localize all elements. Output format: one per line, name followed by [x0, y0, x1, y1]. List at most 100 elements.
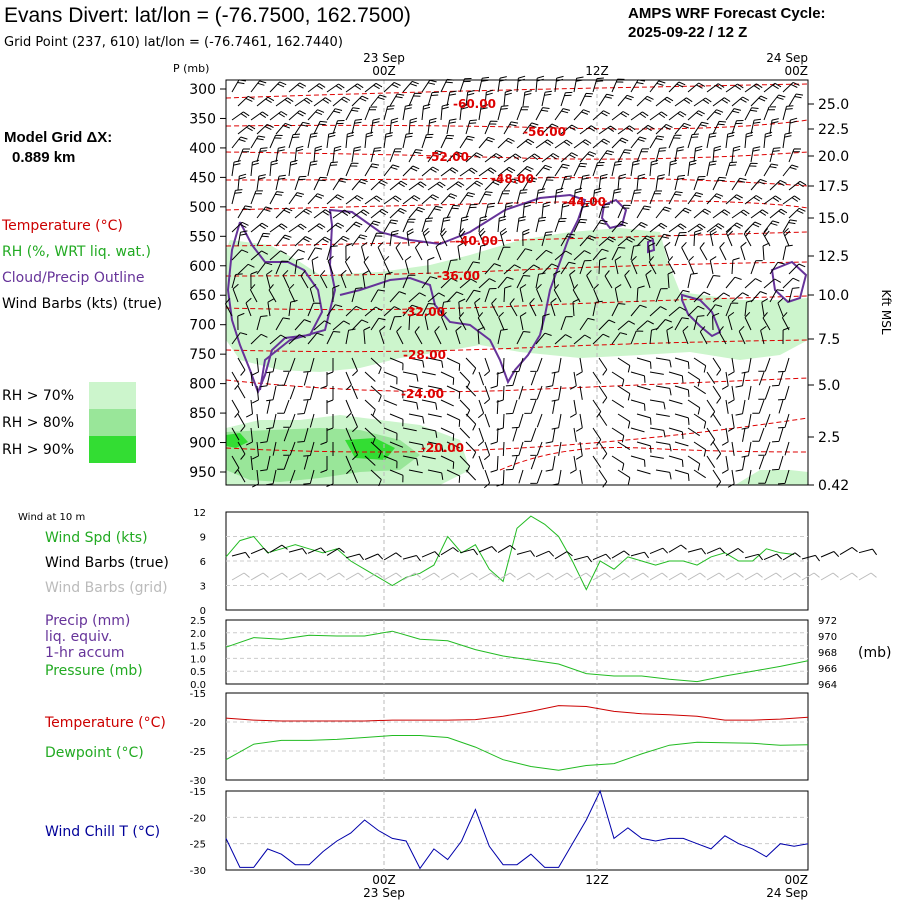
wind-barb: [344, 256, 353, 275]
wind-barb: [572, 298, 580, 317]
wind-barb: [303, 357, 315, 373]
wind-barb: [496, 385, 505, 403]
wind-barb: [408, 206, 425, 219]
wind-barb: [465, 289, 481, 303]
wind-barb: [763, 278, 782, 289]
wind-barb: [743, 228, 752, 247]
wind-barb: [408, 413, 425, 424]
wind-barb: [237, 357, 246, 376]
wind-barb: [237, 441, 246, 460]
wind-barb: [516, 248, 533, 261]
wind-barb: [465, 261, 480, 275]
wind-barb: [250, 455, 253, 470]
wind-barb: [490, 427, 499, 445]
wind-barb: [345, 162, 359, 177]
wind-barb: [427, 117, 437, 135]
wind-barb: [478, 243, 488, 261]
wind-barb: [560, 175, 572, 191]
wind-barb: [408, 117, 418, 135]
wind-barb: [560, 233, 575, 247]
wind-barb: [655, 147, 667, 163]
wind-barb: [237, 124, 256, 135]
wind-barb: [364, 553, 384, 560]
wind-barb: [624, 269, 632, 289]
wind-barb: [518, 385, 524, 400]
wind-barb: [351, 385, 358, 400]
isotherm-60: [225, 83, 809, 99]
wind-barb: [573, 76, 584, 93]
wind-barb: [351, 413, 358, 433]
wind-barb: [769, 208, 788, 219]
wind-barb: [725, 302, 739, 317]
wind-barb: [554, 108, 571, 121]
wind-barb: [370, 118, 380, 135]
wind-barb: [250, 222, 269, 233]
wind-barb: [573, 250, 591, 261]
wind-barb: [484, 89, 494, 107]
wind-barb: [497, 328, 508, 345]
wind-barb: [326, 194, 344, 205]
wind-barb: [668, 81, 686, 93]
height-tick-label: 20.0: [818, 149, 849, 165]
wind-barb: [351, 469, 358, 484]
wind-barb: [560, 152, 578, 163]
wind-barb: [744, 83, 763, 93]
wind-barb: [636, 357, 652, 369]
wind-barb: [649, 111, 668, 121]
wind-barb: [503, 285, 512, 303]
wind-barb: [294, 208, 313, 219]
wind-barb: [231, 189, 243, 205]
wind-barb: [706, 304, 723, 317]
wind-barb: [275, 97, 294, 107]
wind-barb: [725, 131, 735, 149]
wind-barb: [303, 455, 309, 470]
wind-barb: [630, 111, 649, 121]
wind-barb: [421, 371, 436, 376]
wind-barb: [630, 136, 647, 149]
wind-barb: [277, 371, 290, 386]
isotherm-label-20: -20.00: [421, 441, 464, 455]
bottom-date-left: 23 Sep: [363, 886, 405, 900]
panel-frame: [225, 619, 809, 685]
wind-barb: [560, 261, 576, 275]
wind-barb: [427, 91, 440, 107]
wind-barb: [636, 285, 645, 303]
pressure-tick-label: 500: [189, 200, 216, 216]
wind-barb: [250, 271, 258, 289]
wind-barb: [758, 469, 771, 484]
wind-barb: [777, 469, 790, 485]
wind-barb: [288, 223, 307, 233]
wind-barb: [693, 385, 706, 395]
wind-barb: [788, 93, 804, 107]
wind-barb: [738, 325, 746, 345]
wind-barb: [516, 138, 535, 149]
wind-barb: [712, 441, 722, 460]
wind-barb: [725, 572, 744, 581]
wind-barb: [351, 178, 368, 191]
wind-barb: [313, 236, 332, 247]
y-tick-label: -25: [190, 747, 206, 758]
wind-barb: [535, 550, 555, 558]
y-tick-label: 0: [200, 606, 206, 617]
wind-barb: [545, 371, 556, 388]
wind-barb: [598, 236, 616, 247]
wind-barb: [598, 257, 607, 275]
wind-barb: [275, 317, 290, 331]
wind-barb: [351, 209, 370, 219]
wind-barb: [742, 427, 746, 442]
wind-barb: [251, 441, 259, 460]
wind-barb: [611, 188, 622, 205]
wind-barb: [465, 152, 483, 163]
wind-barb: [307, 547, 327, 554]
wind-barb: [839, 572, 858, 581]
wind-barb: [421, 551, 441, 558]
height-ticks: 25.0 22.5 20.0 17.5 15.0 12.5 10.0 7.5 5.0 2.5 0.4…: [808, 97, 849, 494]
rh90-region-left: [226, 433, 248, 448]
wind-barb: [727, 469, 735, 488]
wind-barb: [307, 132, 318, 149]
pressure-units: (mb): [858, 645, 891, 661]
wind-barb: [636, 205, 652, 219]
wind-barb: [758, 385, 771, 400]
wind-barb: [516, 189, 528, 205]
